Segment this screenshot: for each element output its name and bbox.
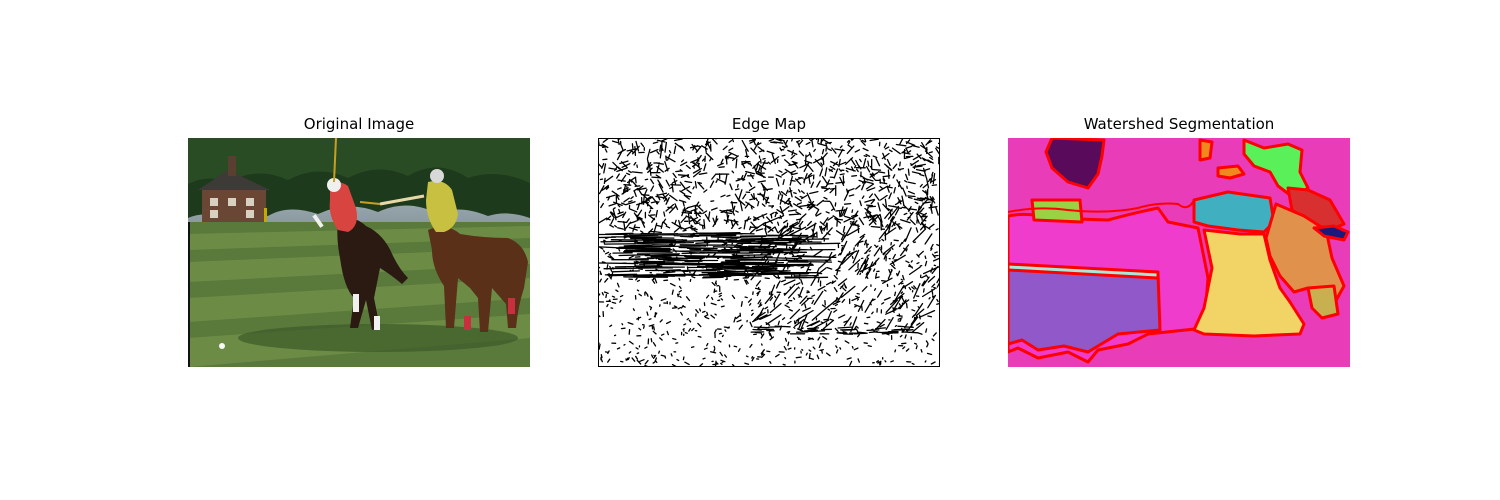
edge-strokes	[598, 138, 940, 367]
edge-map-image	[598, 138, 940, 367]
panel-watershed: Watershed Segmentation	[1008, 114, 1350, 367]
original-image	[188, 138, 530, 367]
panel-title-edge-map: Edge Map	[731, 115, 807, 133]
watershed-segmentation-image	[1008, 138, 1350, 367]
panel-edge-map: Edge Map	[598, 114, 940, 367]
panel-original: Original Image	[188, 114, 530, 367]
panel-title-watershed: Watershed Segmentation	[1083, 115, 1275, 133]
panel-title-original: Original Image	[303, 115, 415, 133]
